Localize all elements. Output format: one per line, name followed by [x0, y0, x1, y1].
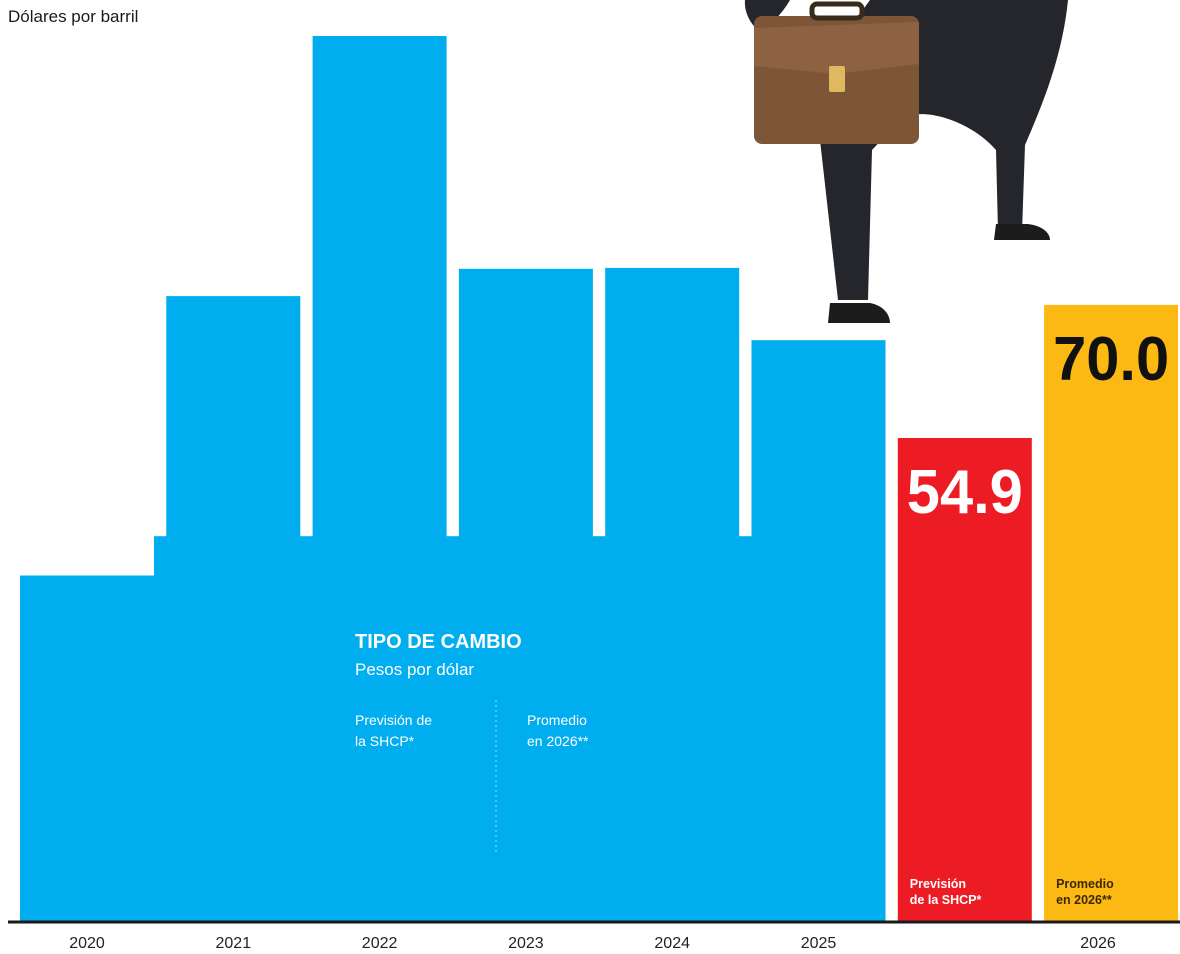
bar-2026-6 — [897, 438, 1032, 922]
tick-label-2020: 2020 — [69, 935, 105, 952]
briefcase-icon — [754, 1, 919, 144]
bar-2020-0 — [20, 575, 154, 922]
value-labels: 54.9 70.0 — [907, 325, 1169, 527]
bar-note-6-line-0: Previsión — [910, 877, 966, 891]
businessman-climbing-icon — [744, 0, 1068, 323]
bars — [20, 36, 1179, 923]
tick-label-2024: 2024 — [654, 935, 690, 952]
x-axis-ticks: 2020 2021 2022 2023 2024 2025 2026 — [69, 935, 1116, 952]
inset-title: TIPO DE CAMBIO — [355, 631, 522, 653]
bar-note-7-line-0: Promedio — [1056, 877, 1114, 891]
bar-notes: Previsión de la SHCP* Promedio en 2026** — [910, 877, 1114, 907]
bar-2026-7 — [1044, 304, 1179, 922]
tick-label-2022: 2022 — [362, 935, 398, 952]
chart-subtitle: Dólares por barril — [8, 7, 138, 26]
exchange-rate-inset: TIPO DE CAMBIO Pesos por dólar Previsión… — [355, 631, 589, 855]
inset-left-note-line-2: la SHCP* — [355, 733, 415, 749]
inset-subtitle: Pesos por dólar — [355, 660, 474, 679]
inset-left-note-line-1: Previsión de — [355, 712, 432, 728]
bar-note-7-line-1: en 2026** — [1056, 893, 1112, 907]
inset-right-note-line-1: Promedio — [527, 712, 587, 728]
inset-right-note-line-2: en 2026** — [527, 733, 589, 749]
tick-label-2026: 2026 — [1080, 935, 1116, 952]
tick-label-2021: 2021 — [216, 935, 252, 952]
data-label-6: 54.9 — [907, 458, 1023, 527]
tick-label-2023: 2023 — [508, 935, 544, 952]
tick-label-2025: 2025 — [801, 935, 837, 952]
history-band-link — [154, 726, 168, 922]
bar-note-6-line-1: de la SHCP* — [910, 893, 982, 907]
bar-2025-5 — [751, 340, 886, 922]
data-label-7: 70.0 — [1053, 325, 1169, 394]
shoe-icon — [828, 224, 1050, 323]
history-band — [154, 536, 752, 922]
